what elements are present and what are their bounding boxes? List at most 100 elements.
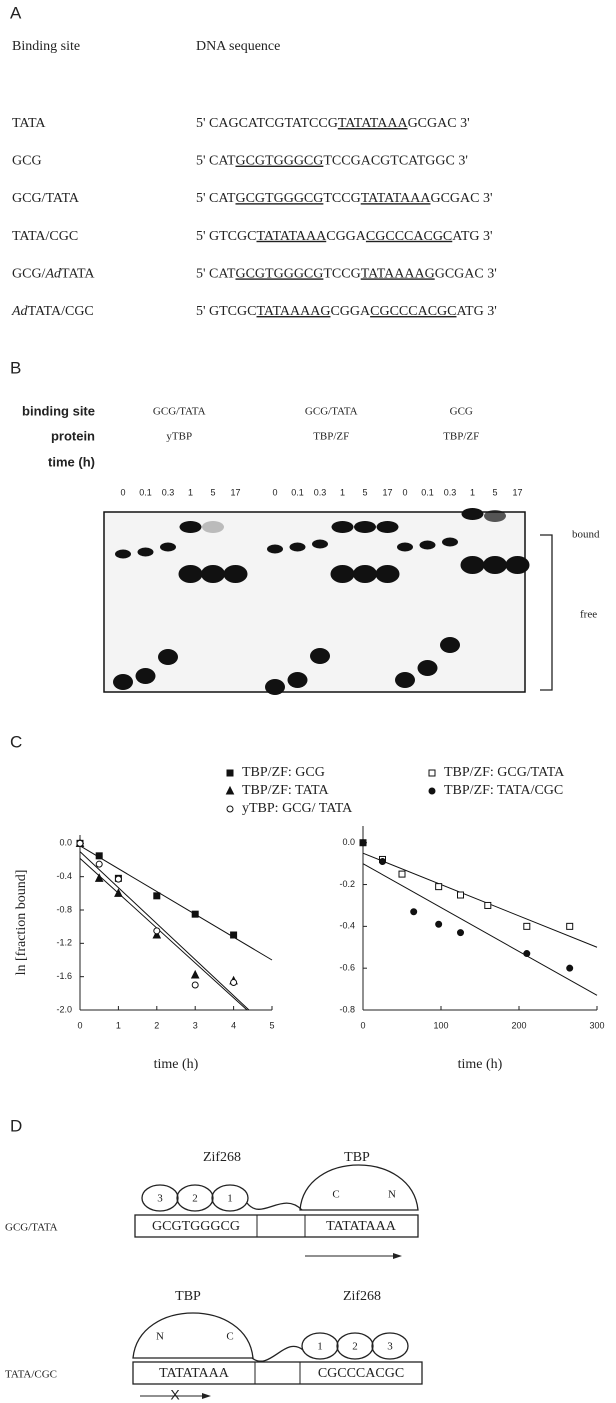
- zif-label: Zif268: [343, 1289, 381, 1304]
- bound-band: [397, 542, 413, 552]
- tbp-saddle: [299, 1164, 419, 1211]
- time-label: 0.3: [162, 487, 175, 497]
- marker-circle: [379, 858, 386, 866]
- binding-site: TATA: [12, 116, 46, 131]
- marker-triangle: [190, 969, 200, 979]
- time-label: 1: [188, 487, 193, 497]
- fit-line: [79, 857, 248, 1011]
- tbp-label: TBP: [344, 1150, 370, 1165]
- legend-label: TBP/ZF: TATA/CGC: [444, 783, 563, 798]
- sequence-part: GCGAC 3': [408, 116, 470, 131]
- free-band: [417, 660, 438, 676]
- legend-marker: [225, 785, 235, 795]
- time-label: 5: [362, 487, 367, 497]
- sequence-part: TATAAAAG: [256, 304, 330, 319]
- panel-label: A: [10, 3, 22, 22]
- fit-line: [79, 845, 273, 961]
- time-label: 0.1: [139, 487, 152, 497]
- group-protein: TBP/ZF: [443, 431, 479, 443]
- bound-band: [354, 521, 376, 533]
- group-site: GCG/TATA: [305, 406, 358, 418]
- sequence-part: ATG 3': [452, 229, 492, 244]
- dna-site: CGCCCACGC: [318, 1366, 404, 1381]
- marker-circle: [153, 927, 161, 935]
- time-label: 0.3: [444, 487, 457, 497]
- fit-line: [362, 852, 598, 948]
- sequence-part: CGGA: [330, 304, 371, 319]
- marker-circle: [435, 920, 443, 928]
- site-part: TATA: [61, 267, 95, 282]
- arrow-head: [202, 1393, 211, 1399]
- x-tick-label: 3: [193, 1020, 198, 1030]
- bound-band: [137, 547, 154, 557]
- time-label: 0.1: [291, 487, 304, 497]
- dna-box: [132, 1361, 423, 1385]
- bracket: [540, 534, 553, 691]
- sequence-part: ATG 3': [457, 304, 497, 319]
- legend-marker: [428, 787, 436, 795]
- time-label: 5: [210, 487, 215, 497]
- finger-number: 1: [317, 1341, 323, 1353]
- free-band: [158, 649, 178, 665]
- marker-circle: [523, 950, 531, 958]
- panel-label: B: [10, 358, 21, 377]
- binding-site: GCG/TATA: [12, 191, 80, 206]
- time-label: 17: [382, 487, 392, 497]
- zinc-finger: [301, 1332, 339, 1360]
- sequence-part: 5' GTCGC: [196, 304, 256, 319]
- x-tick-label: 0: [77, 1020, 82, 1030]
- bound-band: [461, 508, 484, 520]
- y-axis-label: ln [fraction bound]: [14, 870, 29, 976]
- x-tick-label: 4: [231, 1020, 236, 1030]
- zinc-finger: [141, 1184, 179, 1212]
- panel-label: C: [10, 732, 22, 751]
- dna-box: [134, 1214, 419, 1238]
- x-tick-label: 200: [511, 1020, 526, 1030]
- legend-label: TBP/ZF: TATA: [242, 783, 329, 798]
- zinc-finger: [336, 1332, 374, 1360]
- gel: [103, 511, 526, 693]
- site-part: Ad: [44, 267, 62, 282]
- site-part: TATA/CGC: [12, 229, 78, 244]
- free-band: [178, 565, 203, 583]
- group-site: GCG/TATA: [153, 406, 206, 418]
- marker-square: [484, 901, 492, 909]
- sequence-part: GCGTGGGCG: [235, 267, 323, 282]
- sequence-part: GCGAC 3': [435, 267, 497, 282]
- sequence-part: CGCCCACGC: [370, 304, 456, 319]
- tbp-end: C: [226, 1331, 233, 1343]
- free-band: [483, 556, 507, 574]
- free-band: [135, 668, 156, 684]
- blocked-mark: X: [170, 1387, 180, 1403]
- sequence-part: TATAAAAG: [361, 267, 435, 282]
- group-site: GCG: [450, 406, 473, 418]
- site-part: GCG/: [12, 267, 46, 282]
- free-band: [330, 565, 355, 583]
- y-tick-label: 0.0: [59, 838, 72, 848]
- legend-label: TBP/ZF: GCG: [242, 765, 325, 780]
- x-tick-label: 2: [154, 1020, 159, 1030]
- time-label: 17: [230, 487, 240, 497]
- bound-band: [202, 521, 224, 533]
- sequence-part: GCGTGGGCG: [235, 191, 323, 206]
- tbp-end: N: [388, 1189, 396, 1201]
- zinc-finger: [211, 1184, 249, 1212]
- group-protein: yTBP: [166, 431, 192, 443]
- bound-band: [442, 537, 458, 547]
- free-band: [287, 672, 308, 688]
- dna-site: TATATAAA: [159, 1366, 230, 1381]
- site-part: Ad: [11, 304, 29, 319]
- marker-square: [435, 883, 443, 891]
- bound-band: [484, 510, 506, 522]
- finger-number: 2: [192, 1193, 198, 1205]
- site-part: GCG: [12, 154, 42, 169]
- zif-label: Zif268: [203, 1150, 241, 1165]
- tbp-end: C: [332, 1189, 339, 1201]
- dna-site: TATATAAA: [326, 1219, 397, 1234]
- dna-sequence: 5' GTCGCTATAAAAGCGGACGCCCACGCATG 3': [196, 304, 497, 319]
- tbp-saddle: [132, 1312, 254, 1359]
- y-tick-label: -2.0: [56, 1004, 72, 1014]
- site-part: GCG/TATA: [12, 191, 80, 206]
- finger-number: 1: [227, 1193, 233, 1205]
- sequence-part: CGGA: [326, 229, 367, 244]
